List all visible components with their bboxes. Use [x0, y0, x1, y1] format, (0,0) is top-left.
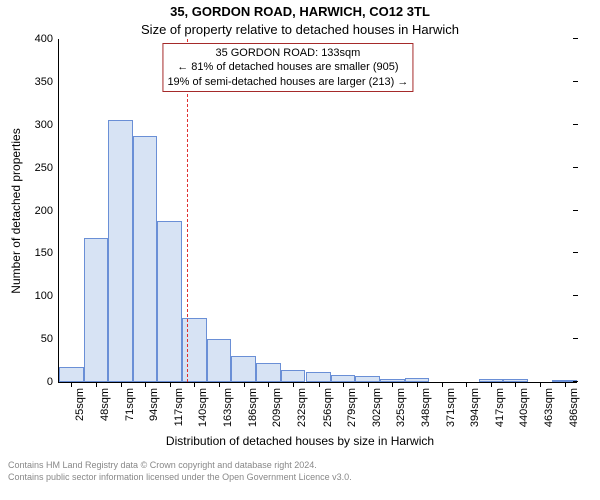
x-tick-mark — [71, 382, 72, 387]
histogram-bar — [231, 356, 256, 382]
x-tick-mark — [319, 382, 320, 387]
y-tick-label: 50 — [41, 333, 59, 345]
x-tick-label: 232sqm — [296, 388, 308, 427]
x-tick-label: 440sqm — [518, 388, 530, 427]
y-tick-label: 0 — [47, 376, 59, 388]
attribution-line-2: Contains public sector information licen… — [8, 472, 352, 484]
y-tick-mark — [573, 38, 578, 39]
x-tick-label: 25sqm — [74, 388, 86, 421]
histogram-bar — [157, 221, 182, 382]
annotation-line-2: ← 81% of detached houses are smaller (90… — [167, 60, 408, 74]
histogram-chart: 35, GORDON ROAD, HARWICH, CO12 3TL Size … — [0, 0, 600, 500]
x-tick-label: 463sqm — [543, 388, 555, 427]
x-tick-label: 256sqm — [322, 388, 334, 427]
x-tick-label: 348sqm — [420, 388, 432, 427]
x-tick-mark — [565, 382, 566, 387]
y-tick-mark — [573, 338, 578, 339]
chart-subtitle: Size of property relative to detached ho… — [0, 22, 600, 37]
x-tick-label: 209sqm — [271, 388, 283, 427]
plot-area: 35 GORDON ROAD: 133sqm ← 81% of detached… — [58, 39, 577, 383]
x-tick-label: 140sqm — [197, 388, 209, 427]
y-tick-label: 250 — [35, 162, 59, 174]
x-tick-label: 48sqm — [99, 388, 111, 421]
y-tick-label: 400 — [35, 33, 59, 45]
x-tick-mark — [293, 382, 294, 387]
x-tick-label: 302sqm — [371, 388, 383, 427]
x-tick-mark — [244, 382, 245, 387]
annotation-line-3: 19% of semi-detached houses are larger (… — [167, 75, 408, 89]
x-tick-mark — [515, 382, 516, 387]
x-tick-mark — [491, 382, 492, 387]
chart-title: 35, GORDON ROAD, HARWICH, CO12 3TL — [0, 4, 600, 19]
x-axis-label: Distribution of detached houses by size … — [0, 434, 600, 448]
x-tick-mark — [219, 382, 220, 387]
attribution-line-1: Contains HM Land Registry data © Crown c… — [8, 460, 352, 472]
histogram-bar — [281, 370, 306, 382]
x-tick-label: 163sqm — [222, 388, 234, 427]
x-tick-mark — [121, 382, 122, 387]
x-tick-mark — [540, 382, 541, 387]
x-tick-mark — [145, 382, 146, 387]
y-tick-mark — [573, 295, 578, 296]
y-tick-label: 150 — [35, 247, 59, 259]
y-tick-mark — [573, 124, 578, 125]
y-tick-mark — [573, 210, 578, 211]
histogram-bar — [256, 363, 281, 382]
x-tick-mark — [417, 382, 418, 387]
attribution: Contains HM Land Registry data © Crown c… — [8, 460, 352, 483]
x-tick-label: 94sqm — [148, 388, 160, 421]
x-tick-label: 325sqm — [395, 388, 407, 427]
x-tick-label: 394sqm — [469, 388, 481, 427]
y-tick-mark — [573, 81, 578, 82]
histogram-bar — [331, 375, 356, 382]
x-tick-label: 117sqm — [173, 388, 185, 426]
x-tick-label: 371sqm — [445, 388, 457, 427]
histogram-bar — [59, 367, 84, 382]
y-tick-label: 100 — [35, 290, 59, 302]
histogram-bar — [133, 136, 158, 382]
annotation-line-1: 35 GORDON ROAD: 133sqm — [167, 46, 408, 60]
x-tick-mark — [96, 382, 97, 387]
y-tick-mark — [573, 252, 578, 253]
x-tick-label: 279sqm — [346, 388, 358, 427]
histogram-bar — [84, 238, 109, 382]
y-tick-mark — [573, 167, 578, 168]
histogram-bar — [108, 120, 133, 382]
histogram-bar — [306, 372, 331, 382]
histogram-bar — [182, 318, 207, 382]
x-tick-mark — [466, 382, 467, 387]
x-tick-mark — [194, 382, 195, 387]
y-tick-label: 350 — [35, 76, 59, 88]
x-tick-label: 417sqm — [494, 388, 506, 427]
y-tick-label: 300 — [35, 119, 59, 131]
x-tick-label: 186sqm — [247, 388, 259, 427]
y-tick-mark — [573, 381, 578, 382]
x-tick-mark — [442, 382, 443, 387]
y-tick-label: 200 — [35, 205, 59, 217]
annotation-box: 35 GORDON ROAD: 133sqm ← 81% of detached… — [162, 43, 413, 92]
x-tick-label: 71sqm — [124, 388, 136, 421]
x-tick-mark — [170, 382, 171, 387]
y-axis-label: Number of detached properties — [9, 128, 23, 293]
histogram-bar — [207, 339, 232, 382]
x-tick-mark — [268, 382, 269, 387]
x-tick-mark — [368, 382, 369, 387]
x-tick-mark — [343, 382, 344, 387]
x-tick-label: 486sqm — [568, 388, 580, 427]
x-tick-mark — [392, 382, 393, 387]
